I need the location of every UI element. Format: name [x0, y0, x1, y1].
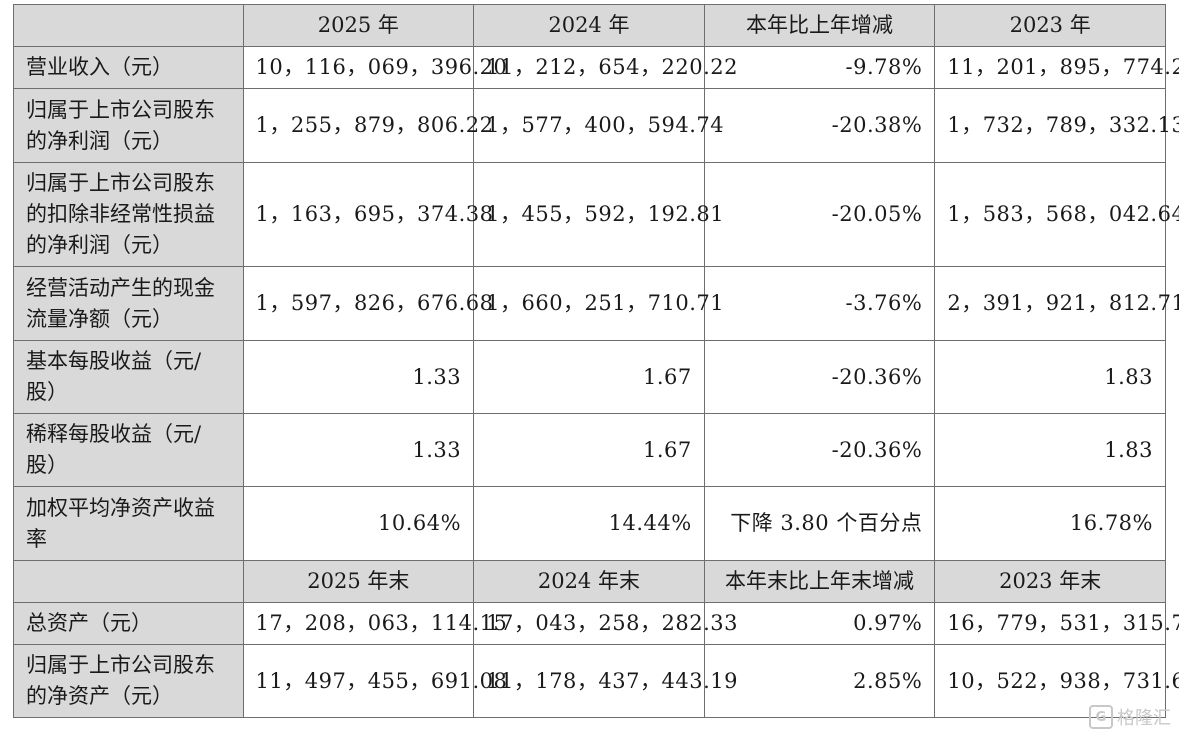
- header-row-year-end: 2025 年末 2024 年末 本年末比上年末增减 2023 年末: [13, 560, 1166, 603]
- value-2025: 10，116，069，396.20: [242, 46, 507, 89]
- value-2023: 2，391，921，812.71: [934, 266, 1179, 341]
- table-row: 经营活动产生的现金流量净额（元） 1，597，826，676.68 1，660，…: [13, 266, 1179, 341]
- header-cell-empty: [13, 560, 244, 603]
- watermark-text: 格隆汇: [1117, 708, 1171, 729]
- value-2024: 1，577，400，594.74: [473, 88, 724, 163]
- table-row: 归属于上市公司股东的净利润（元） 1，255，879，806.22 1，577，…: [13, 88, 1179, 163]
- value-2023: 1，583，568，042.64: [934, 162, 1179, 267]
- value-2024: 1.67: [473, 340, 705, 414]
- value-change: -20.36%: [703, 340, 936, 414]
- watermark: G 格隆汇: [1089, 704, 1171, 730]
- header-cell-2025: 2025 年: [242, 4, 475, 47]
- value-2024: 11，178，437，443.19: [473, 644, 737, 718]
- row-label: 总资产（元）: [13, 602, 244, 645]
- value-2024: 1，455，592，192.81: [473, 162, 724, 267]
- table-row: 稀释每股收益（元/股） 1.33 1.67 -20.36% 1.83: [13, 413, 1166, 487]
- value-2025: 1，163，695，374.38: [242, 162, 493, 267]
- row-label: 经营活动产生的现金流量净额（元）: [13, 266, 244, 341]
- row-label: 营业收入（元）: [13, 46, 244, 89]
- header-cell-2023-end: 2023 年末: [934, 560, 1166, 603]
- value-2024: 17，043，258，282.33: [473, 602, 737, 645]
- table-row: 加权平均净资产收益率 10.64% 14.44% 下降 3.80 个百分点 16…: [13, 486, 1166, 561]
- financial-summary-table: 2025 年 2024 年 本年比上年增减 2023 年 营业收入（元） 10，…: [13, 4, 1179, 718]
- value-change: 0.97%: [703, 602, 936, 645]
- header-cell-change: 本年比上年增减: [703, 4, 936, 47]
- row-label: 归属于上市公司股东的净资产（元）: [13, 644, 244, 718]
- value-2023: 1.83: [934, 413, 1166, 487]
- header-cell-empty: [13, 4, 244, 47]
- value-2025: 1，255，879，806.22: [242, 88, 493, 163]
- value-2025: 10.64%: [242, 486, 475, 561]
- value-2023: 16.78%: [934, 486, 1166, 561]
- value-change: -20.38%: [703, 88, 936, 163]
- value-change: -3.76%: [703, 266, 936, 341]
- header-cell-2024-end: 2024 年末: [473, 560, 705, 603]
- table-row: 归属于上市公司股东的扣除非经常性损益的净利润（元） 1，163，695，374.…: [13, 162, 1179, 267]
- value-2024: 1，660，251，710.71: [473, 266, 724, 341]
- value-2023: 1，732，789，332.13: [934, 88, 1179, 163]
- value-2024: 11，212，654，220.22: [473, 46, 737, 89]
- row-label: 稀释每股收益（元/股）: [13, 413, 244, 487]
- table-row: 营业收入（元） 10，116，069，396.20 11，212，654，220…: [13, 46, 1179, 89]
- value-2025: 11，497，455，691.08: [242, 644, 507, 718]
- value-change: -20.05%: [703, 162, 936, 267]
- value-2023: 10，522，938，731.68: [934, 644, 1179, 718]
- gelonghui-logo-icon: G: [1089, 705, 1113, 729]
- row-label: 基本每股收益（元/股）: [13, 340, 244, 414]
- row-label: 加权平均净资产收益率: [13, 486, 244, 561]
- value-change: 2.85%: [703, 644, 936, 718]
- header-cell-2023: 2023 年: [934, 4, 1166, 47]
- header-row-annual: 2025 年 2024 年 本年比上年增减 2023 年: [13, 4, 1166, 47]
- value-change: 下降 3.80 个百分点: [703, 486, 936, 561]
- table-row: 归属于上市公司股东的净资产（元） 11，497，455，691.08 11，17…: [13, 644, 1179, 718]
- row-label: 归属于上市公司股东的扣除非经常性损益的净利润（元）: [13, 162, 244, 267]
- value-2023: 16，779，531，315.72: [934, 602, 1179, 645]
- value-2024: 1.67: [473, 413, 705, 487]
- row-label: 归属于上市公司股东的净利润（元）: [13, 88, 244, 163]
- value-2023: 1.83: [934, 340, 1166, 414]
- value-2025: 1，597，826，676.68: [242, 266, 493, 341]
- value-2025: 1.33: [242, 340, 475, 414]
- header-cell-change-end: 本年末比上年末增减: [703, 560, 936, 603]
- table-row: 基本每股收益（元/股） 1.33 1.67 -20.36% 1.83: [13, 340, 1166, 414]
- value-change: -9.78%: [703, 46, 936, 89]
- value-2025: 17，208，063，114.15: [242, 602, 507, 645]
- table-row: 总资产（元） 17，208，063，114.15 17，043，258，282.…: [13, 602, 1179, 645]
- header-cell-2025-end: 2025 年末: [242, 560, 475, 603]
- value-2024: 14.44%: [473, 486, 705, 561]
- value-2025: 1.33: [242, 413, 475, 487]
- value-2023: 11，201，895，774.27: [934, 46, 1179, 89]
- value-change: -20.36%: [703, 413, 936, 487]
- header-cell-2024: 2024 年: [473, 4, 705, 47]
